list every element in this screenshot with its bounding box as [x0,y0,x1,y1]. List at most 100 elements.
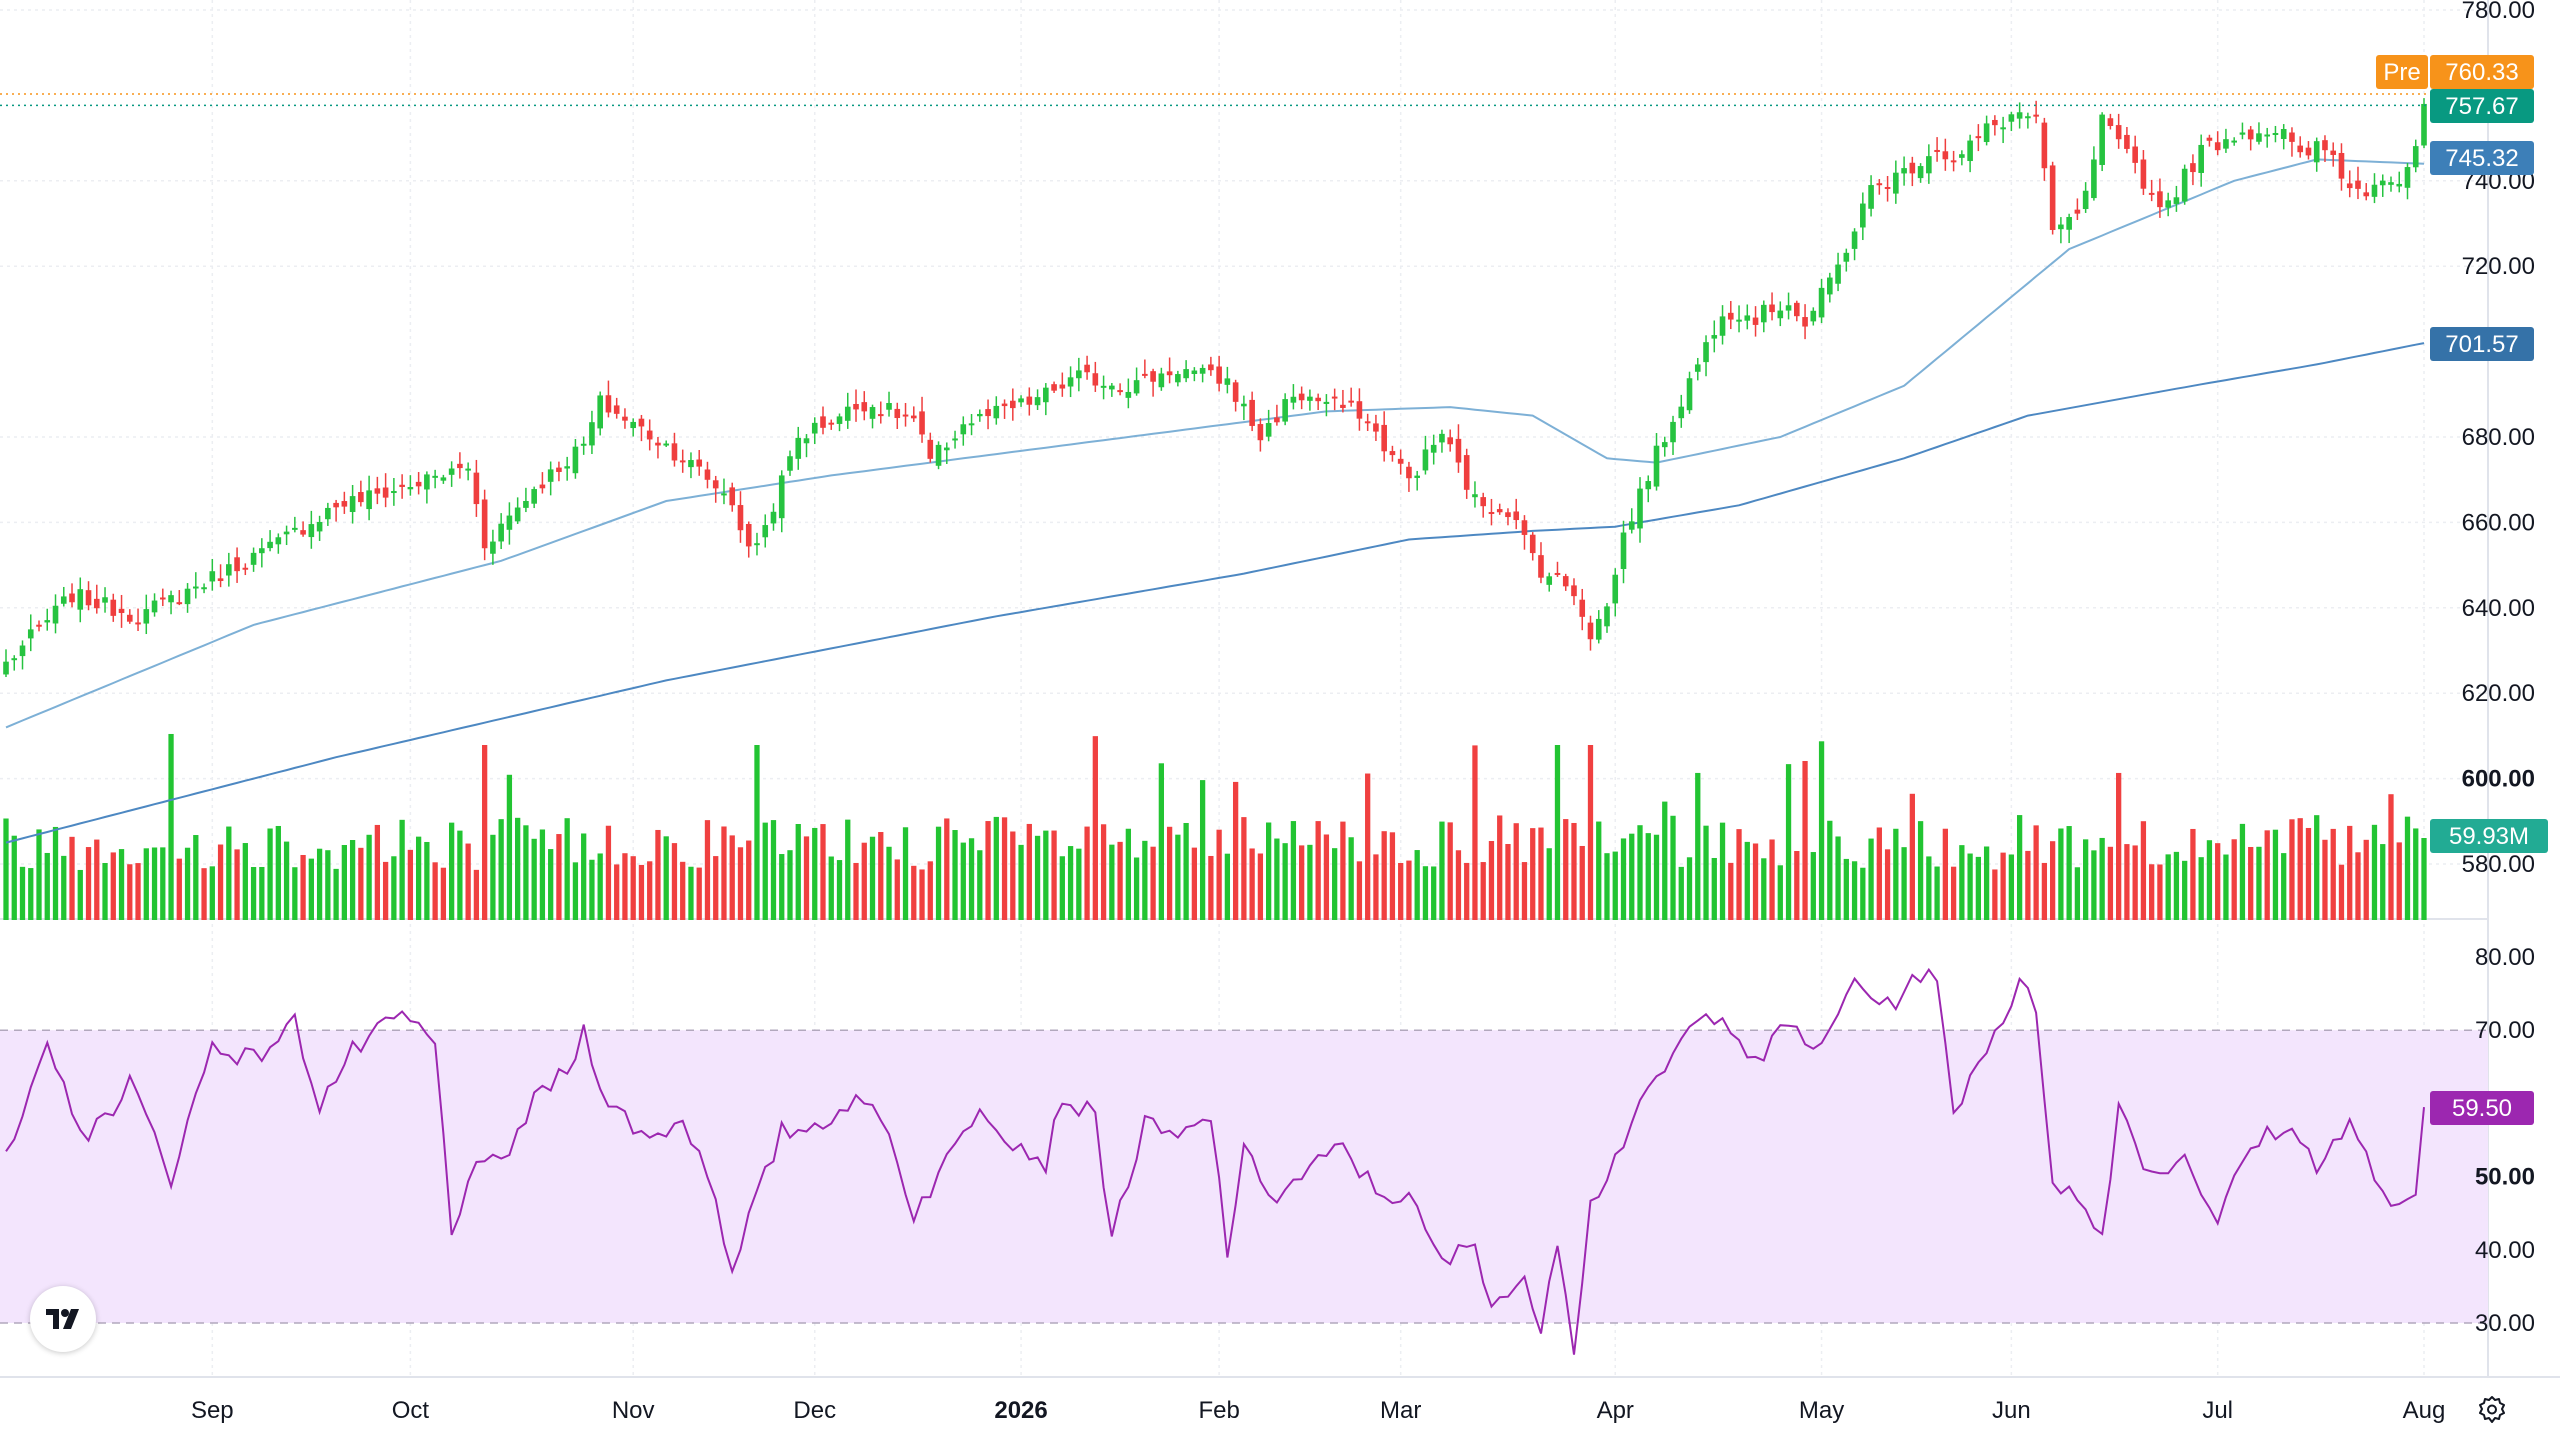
candle [1109,383,1115,397]
candle-body [1983,123,1990,143]
candle-body [1686,378,1693,411]
volume-bar [1884,849,1891,920]
candle [85,581,92,611]
volume-bar [2033,825,2039,920]
volume-bar [1810,852,1816,920]
candle [935,441,942,470]
candle [1067,366,1074,398]
candle-body [2272,133,2279,136]
candle [1076,357,1082,392]
candle-body [605,395,612,413]
candle [820,406,826,435]
candle-body [861,402,868,412]
volume-bar [985,821,991,920]
candle [2297,136,2304,158]
candle-body [1843,252,1850,262]
volume-bar [2182,860,2188,920]
volume-bar [770,820,777,920]
candle [539,472,546,494]
candle-body [2091,159,2097,199]
candle [976,409,983,422]
volume-bar [589,859,595,920]
pre-tag [2376,55,2428,89]
candle-body [556,467,562,472]
candle-body [2355,180,2361,189]
chart-settings-button[interactable] [2474,1392,2510,1428]
candle-body [1034,397,1041,406]
candle-body [1331,396,1338,399]
candle [1554,561,1561,577]
volume-bar [1340,821,1346,920]
candle [1018,395,1024,407]
volume-bar [1917,821,1924,920]
volume-bar [1596,821,1602,920]
candle-body [564,466,570,469]
candlesticks[interactable] [3,98,2427,678]
candle-body [894,408,901,419]
candle-body [1076,370,1082,379]
volume-bar [1686,857,1693,920]
volume-bar [1455,850,1462,920]
candle [704,461,711,489]
volume-bar [614,864,620,920]
volume-bar [1010,831,1016,920]
candle-body [473,472,480,505]
candle-body [1628,521,1635,530]
volume-bar [275,825,281,920]
candle-body [366,490,372,510]
candle [2165,192,2171,217]
candle-body [811,422,818,434]
tradingview-logo[interactable] [30,1286,96,1352]
candle [60,586,67,607]
volume-bar [927,861,933,920]
candle [613,397,620,419]
price-labels: Pre 760.33 757.67 745.32 701.57 59.93M 59.50 [0,55,2548,1125]
candle-body [1406,466,1412,479]
volume-bar [44,852,50,920]
candle [1026,387,1033,416]
candle-body [440,477,447,481]
volume-bar [1059,856,1065,920]
candle [382,473,389,508]
candle [1884,175,1891,202]
candle [2421,98,2427,149]
volume-bar [1224,853,1231,920]
candle [1513,498,1520,530]
volume-bar [531,838,537,920]
candle [531,486,537,509]
candle-body [325,507,331,520]
volume-bar [482,745,488,920]
volume-bar [2058,828,2064,920]
volume-bar [1637,825,1643,920]
volume-bar [894,859,900,920]
pre-value-label: 760.33 [2445,59,2518,86]
volume-bar [1472,745,1478,920]
candle [869,404,876,429]
candle-body [102,597,108,603]
candle [1950,150,1957,172]
candle [2115,113,2122,149]
volume-bar [1975,856,1982,920]
volume-bar [143,848,149,920]
candle-body [1241,403,1247,407]
volume-bar [1612,851,1618,920]
volume-bar [1645,833,1651,920]
candle-body [2346,183,2353,189]
volume-bar [1414,850,1420,920]
candle [168,590,174,615]
candle [1942,138,1949,171]
volume-bar [803,836,810,920]
candle-body [1719,316,1726,336]
volume-bar [1860,867,1866,920]
candle-body [382,487,389,498]
volume-bar [869,836,876,920]
volume-bar [1150,846,1156,920]
candle-body [1463,455,1470,490]
candle [1793,300,1800,322]
candle-body [1307,396,1313,401]
volume-bar [184,847,191,920]
candle-body [1694,364,1701,372]
candle-body [424,474,430,490]
candle [2239,122,2246,140]
